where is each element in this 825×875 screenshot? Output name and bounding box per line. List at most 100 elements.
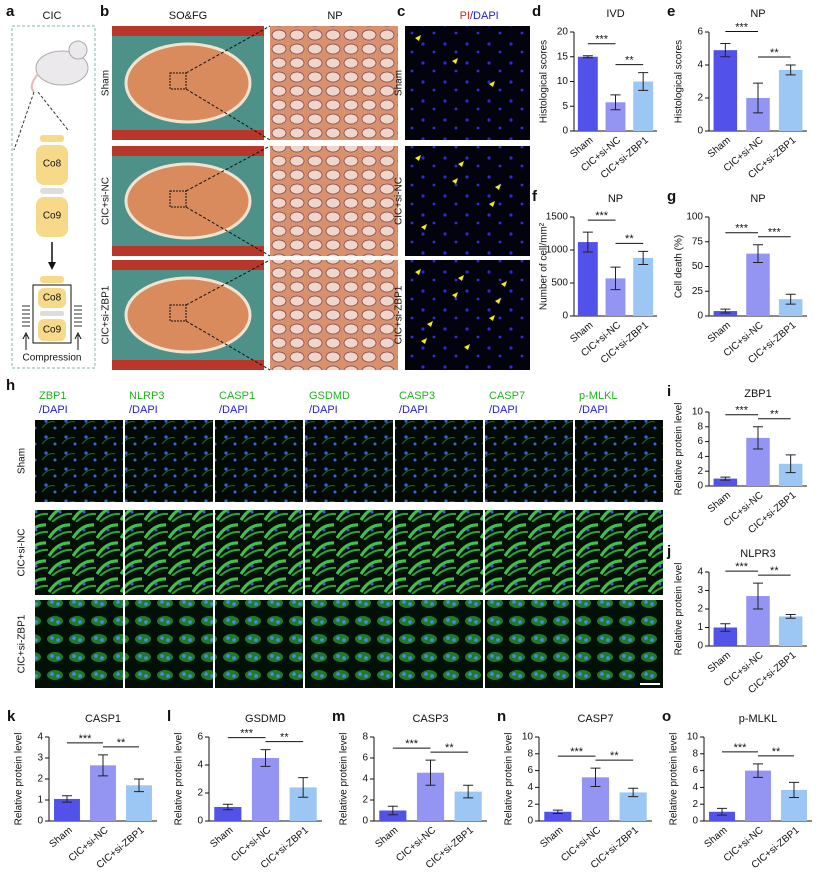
y-tick-label: 0 [697, 481, 703, 492]
error-bar [638, 72, 649, 91]
vertebra [40, 276, 64, 283]
bar [577, 56, 598, 131]
zoom-line [185, 206, 271, 257]
column-header: NLRP3 [129, 390, 164, 402]
panel-letter: j [666, 543, 671, 560]
error-bar [785, 614, 796, 619]
micrograph [270, 260, 398, 370]
error-bar [785, 454, 796, 474]
panel-letter: b [100, 3, 109, 20]
chart-title: NP [608, 193, 623, 205]
error-bar [298, 777, 309, 798]
error-bar [717, 807, 727, 816]
chart-title: CASP1 [85, 713, 121, 725]
x-tick-label: Sham [706, 490, 733, 515]
chart-title: CASP3 [412, 713, 448, 725]
y-tick-label: 2 [362, 795, 368, 806]
y-tick-label: 8 [692, 748, 698, 759]
bar [778, 299, 803, 316]
column-header: CASP1 [219, 390, 255, 402]
column-header: CASP7 [489, 390, 525, 402]
bar [605, 278, 626, 316]
y-tick-label: 2 [37, 774, 43, 785]
y-tick-label: 1 [37, 795, 43, 806]
y-tick-label: 2 [692, 799, 698, 810]
error-bar [753, 244, 763, 264]
zoom-box [169, 304, 187, 322]
bar [54, 798, 80, 821]
panel-letter: f [532, 188, 538, 205]
column-header: SO&FG [169, 10, 208, 22]
y-axis-label: Relative protein level [14, 733, 25, 826]
y-tick-label: 4 [37, 732, 43, 743]
micrograph [485, 510, 573, 595]
y-tick-label: 6 [692, 765, 698, 776]
disc-section [124, 276, 252, 354]
vertebra [40, 135, 64, 142]
pointer [464, 344, 470, 350]
y-tick-label: 0 [697, 641, 703, 652]
y-axis-label: Relative protein level [674, 403, 685, 496]
pointer [421, 338, 427, 344]
micrograph [575, 510, 663, 595]
significance-label: ** [770, 565, 779, 577]
micrograph [270, 146, 398, 256]
frame [32, 284, 72, 344]
vertebra [38, 288, 66, 308]
label: Co8 [43, 159, 62, 170]
column-header: /DAPI [309, 404, 338, 416]
bar [746, 437, 770, 486]
significance-label: *** [735, 561, 749, 573]
mouse-tail [30, 73, 39, 93]
y-tick-label: 6 [362, 753, 368, 764]
micrograph [485, 600, 573, 688]
y-axis-label: Relative protein level [174, 733, 185, 826]
chart-title: ZBP1 [744, 388, 772, 400]
y-tick-label: 100 [686, 212, 703, 223]
zoom-line [13, 91, 35, 151]
significance-label: ** [280, 732, 289, 744]
y-axis-label: Cell death (%) [674, 235, 685, 298]
micrograph [215, 600, 303, 688]
micrograph [35, 510, 123, 595]
pointer [495, 298, 501, 304]
micrograph [215, 510, 303, 595]
y-tick-label: 3 [37, 753, 43, 764]
disc-section [124, 42, 252, 124]
micrograph [395, 600, 483, 688]
y-tick-label: 2 [697, 466, 703, 477]
panel-letter: h [6, 377, 15, 394]
significance-label: *** [768, 227, 782, 239]
y-tick-label: 4 [197, 760, 203, 771]
column-header: /DAPI [219, 404, 248, 416]
zoom-line [185, 88, 271, 141]
x-tick-label: Sham [706, 135, 733, 160]
pointer [415, 269, 421, 275]
column-header: NP [327, 10, 342, 22]
pointer [489, 315, 495, 321]
column-header: /DAPI [579, 404, 608, 416]
error-bar [753, 763, 763, 778]
significance-label: *** [79, 733, 93, 745]
error-bar [425, 759, 436, 786]
error-bar [98, 754, 108, 777]
compression-arrow [22, 331, 82, 350]
panel-letter: o [662, 708, 671, 725]
x-tick-label: Sham [208, 825, 235, 850]
significance-label: *** [735, 405, 749, 417]
bar [746, 98, 770, 131]
error-bar [260, 749, 271, 767]
disc [40, 188, 64, 194]
bar [713, 478, 738, 486]
significance-label: *** [734, 742, 748, 754]
error-bar [62, 795, 72, 803]
error-bar [785, 64, 796, 76]
y-axis-label: Relative protein level [504, 733, 515, 826]
row-label: CIC+si-NC [17, 528, 28, 576]
column-header: /DAPI [39, 404, 68, 416]
pointer [452, 58, 458, 64]
micrograph [125, 600, 213, 688]
label: Co9 [43, 325, 62, 336]
error-bar [638, 250, 649, 266]
error-bar [222, 803, 233, 811]
